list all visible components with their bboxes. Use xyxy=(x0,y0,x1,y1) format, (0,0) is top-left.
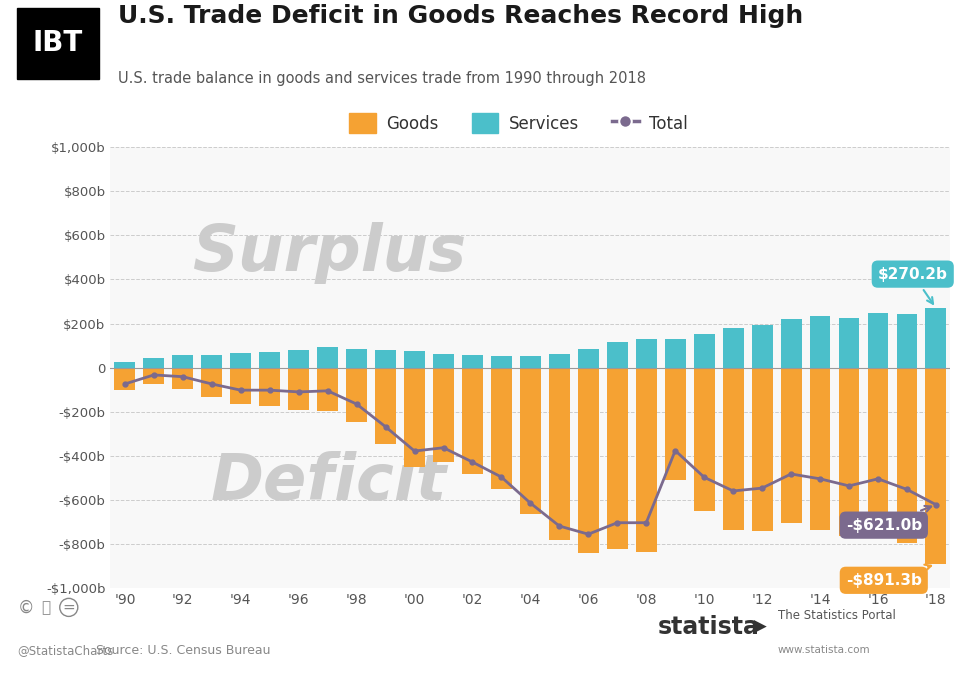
Bar xyxy=(780,319,802,368)
Bar xyxy=(491,356,512,368)
Bar xyxy=(168,147,227,588)
Bar xyxy=(897,314,918,368)
Text: U.S. trade balance in goods and services trade from 1990 through 2018: U.S. trade balance in goods and services… xyxy=(118,71,646,86)
Bar xyxy=(259,352,280,368)
Bar xyxy=(805,147,863,588)
Bar xyxy=(342,147,400,588)
Bar xyxy=(143,368,164,384)
Bar xyxy=(694,368,714,510)
Bar xyxy=(404,352,425,368)
Bar xyxy=(520,356,540,368)
Bar xyxy=(202,368,222,397)
Text: ⓘ: ⓘ xyxy=(41,600,51,615)
Bar xyxy=(259,368,280,406)
Bar xyxy=(404,368,425,467)
Bar xyxy=(723,328,744,368)
Bar xyxy=(173,368,193,389)
Text: Source: U.S. Census Bureau: Source: U.S. Census Bureau xyxy=(96,644,271,657)
Bar xyxy=(230,354,252,368)
Bar xyxy=(433,354,454,368)
Text: ▶: ▶ xyxy=(754,618,766,635)
Bar xyxy=(863,147,922,588)
Bar xyxy=(578,368,599,553)
Bar xyxy=(516,147,574,588)
Bar xyxy=(462,355,483,368)
Text: The Statistics Portal: The Statistics Portal xyxy=(778,609,896,622)
Bar xyxy=(288,350,309,368)
Bar xyxy=(809,368,830,530)
Bar xyxy=(636,339,657,368)
Bar xyxy=(839,368,859,536)
Bar xyxy=(607,341,628,368)
Text: Deficit: Deficit xyxy=(210,451,447,514)
Bar xyxy=(110,147,168,588)
Bar xyxy=(284,147,342,588)
Text: Surplus: Surplus xyxy=(192,222,466,284)
Bar xyxy=(347,368,367,422)
Text: www.statista.com: www.statista.com xyxy=(778,646,870,655)
Bar xyxy=(317,347,338,368)
Text: statista: statista xyxy=(658,614,759,639)
Bar xyxy=(925,368,947,564)
Bar xyxy=(664,339,685,368)
Bar xyxy=(636,368,657,551)
Bar xyxy=(748,147,805,588)
Bar xyxy=(230,368,252,404)
Legend: Goods, Services, Total: Goods, Services, Total xyxy=(343,107,694,140)
Bar xyxy=(520,368,540,514)
Bar xyxy=(574,147,632,588)
Bar xyxy=(752,368,773,531)
Bar xyxy=(868,368,888,534)
Bar xyxy=(809,316,830,368)
Bar xyxy=(578,350,599,368)
Text: -$891.3b: -$891.3b xyxy=(846,564,931,588)
Bar xyxy=(694,334,714,368)
Text: U.S. Trade Deficit in Goods Reaches Record High: U.S. Trade Deficit in Goods Reaches Reco… xyxy=(118,4,804,28)
Text: =: = xyxy=(62,600,75,615)
Bar xyxy=(664,368,685,479)
Bar xyxy=(114,368,135,390)
Bar xyxy=(288,368,309,410)
Text: $270.2b: $270.2b xyxy=(877,267,948,304)
Bar xyxy=(458,147,516,588)
Bar xyxy=(202,354,222,368)
Bar xyxy=(632,147,689,588)
Bar xyxy=(868,313,888,368)
Bar xyxy=(549,368,570,540)
Text: IBT: IBT xyxy=(33,29,83,57)
Bar xyxy=(922,147,950,588)
FancyBboxPatch shape xyxy=(17,8,99,79)
Bar xyxy=(173,355,193,368)
Bar xyxy=(114,362,135,368)
Bar xyxy=(752,325,773,368)
Bar xyxy=(491,368,512,488)
Bar xyxy=(607,368,628,549)
Bar xyxy=(780,368,802,523)
Bar xyxy=(549,354,570,368)
Bar xyxy=(400,147,458,588)
Bar xyxy=(227,147,284,588)
Bar xyxy=(433,368,454,462)
Bar xyxy=(723,368,744,531)
Bar xyxy=(839,317,859,368)
Bar xyxy=(143,358,164,368)
Bar xyxy=(897,368,918,543)
Bar xyxy=(375,350,396,368)
Text: -$621.0b: -$621.0b xyxy=(846,506,931,533)
Bar xyxy=(689,147,748,588)
Bar xyxy=(462,368,483,475)
Bar xyxy=(317,368,338,411)
Bar xyxy=(375,368,396,444)
Text: ©: © xyxy=(17,598,34,616)
Bar xyxy=(347,350,367,368)
Bar xyxy=(925,308,947,368)
Text: @StatistaCharts: @StatistaCharts xyxy=(17,644,113,657)
